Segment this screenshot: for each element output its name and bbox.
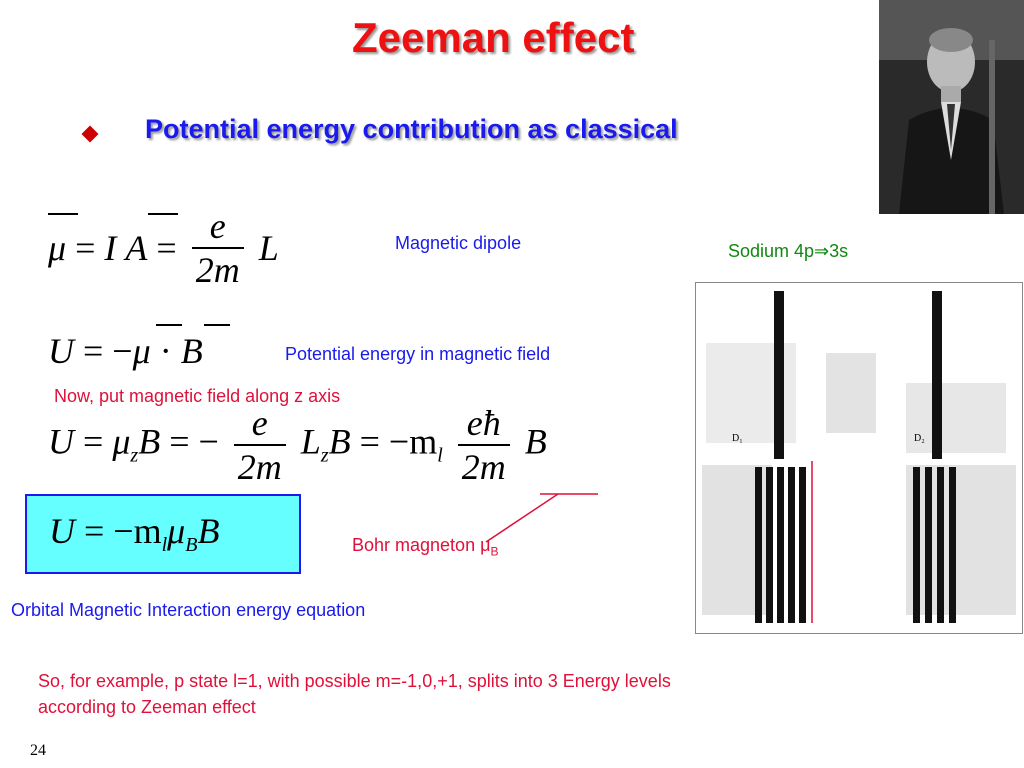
- annotation-potential-energy: Potential energy in magnetic field: [285, 344, 551, 364]
- annotation-bohr-magneton: Bohr magneton μB: [352, 535, 499, 559]
- vector-bar: [48, 213, 78, 215]
- annotation-sodium: Sodium 4p⇒3s: [728, 241, 849, 261]
- sodium-spectrum-image: D₁ D₂: [695, 282, 1023, 634]
- equation-orbital-energy: U = −mlμBB: [49, 511, 220, 557]
- equation-magnetic-dipole: μ = I A = e 2m L: [48, 206, 279, 290]
- label-d1: D₁: [732, 433, 743, 444]
- vector-bar: [204, 324, 230, 326]
- vector-bar: [156, 324, 182, 326]
- portrait-icon: [879, 0, 1024, 214]
- zeeman-portrait-photo: [879, 0, 1024, 214]
- annotation-magnetic-dipole: Magnetic dipole: [395, 233, 522, 253]
- equation-z-component: U = μzB = − e 2m LzB = −ml eħ 2m B: [48, 403, 547, 487]
- conclusion-text: So, for example, p state l=1, with possi…: [38, 671, 671, 717]
- bullet-diamond-icon: [81, 125, 99, 143]
- bullet-text: Potential energy contribution as classic…: [145, 114, 678, 144]
- annotation-orbital-equation: Orbital Magnetic Interaction energy equa…: [11, 600, 366, 620]
- highlighted-equation-box: U = −mlμBB: [25, 494, 301, 574]
- vector-bar: [148, 213, 178, 215]
- slide-title: Zeeman effect: [352, 14, 635, 61]
- annotation-z-axis: Now, put magnetic field along z axis: [54, 386, 341, 406]
- equation-potential-energy: U = −μ · B: [48, 324, 230, 372]
- label-d2: D₂: [914, 433, 925, 444]
- bohr-arrow-icon: [485, 493, 598, 543]
- spectrum-lines-icon: [696, 283, 1022, 633]
- page-number: 24: [30, 742, 46, 759]
